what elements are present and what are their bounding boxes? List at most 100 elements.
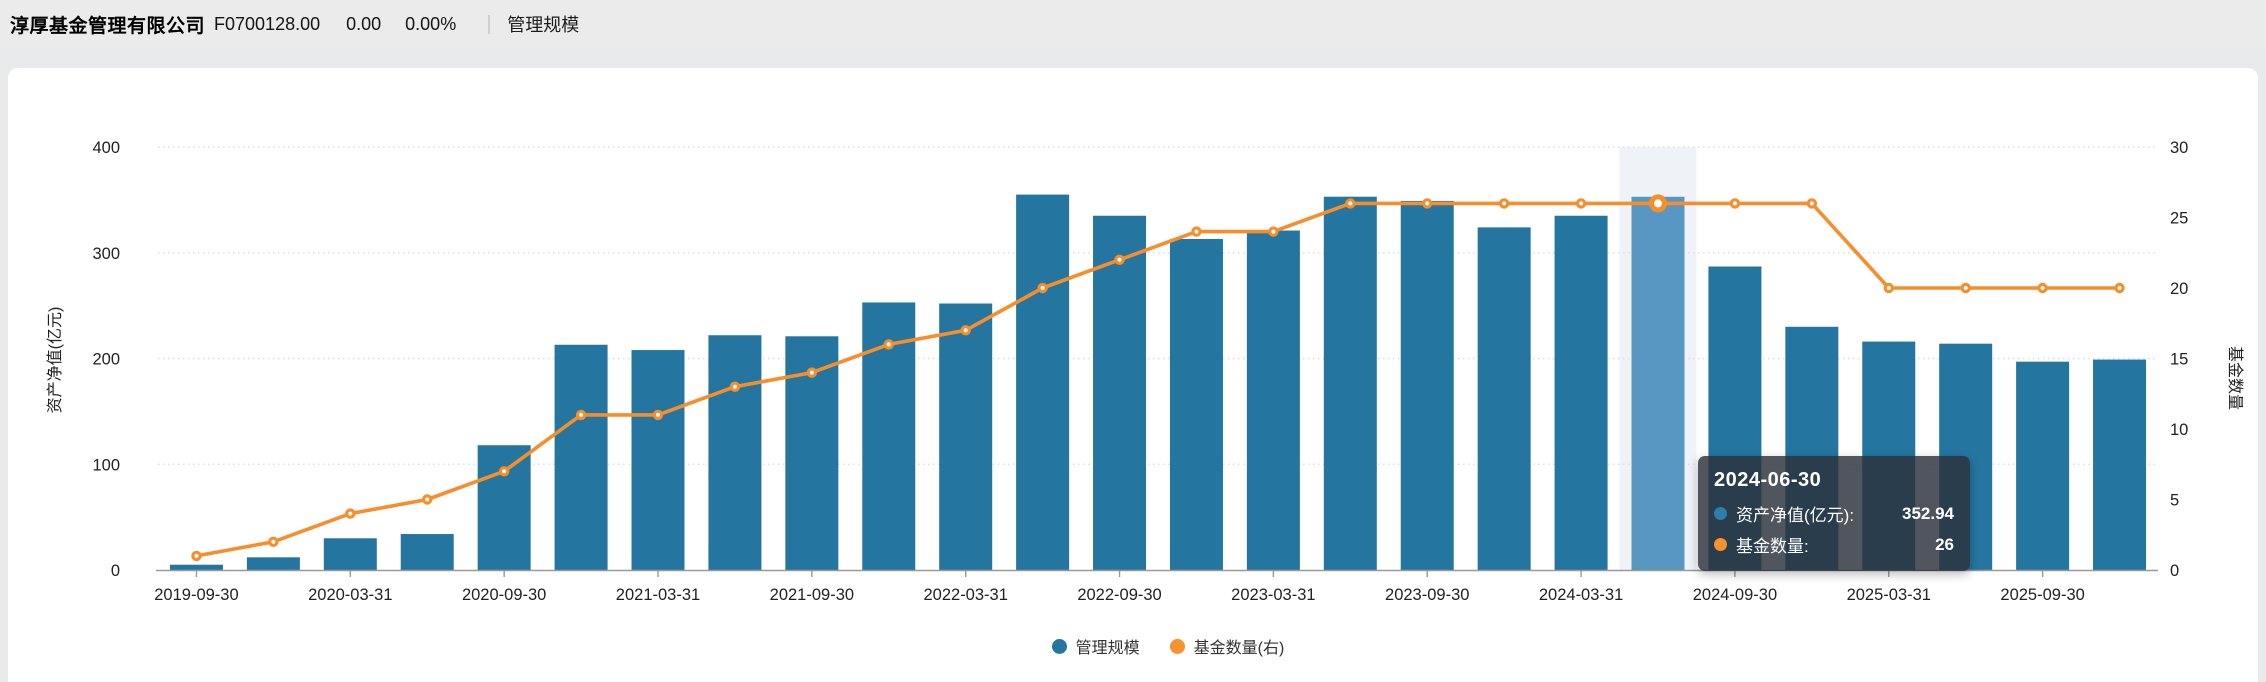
bar[interactable] [1554,215,1608,571]
bar[interactable] [1093,215,1147,571]
line-point[interactable] [498,466,510,477]
x-axis-label: 2024-03-31 [1539,586,1623,604]
tooltip-row: 资产净值(亿元): 352.94 [1714,501,1954,526]
x-axis-label: 2019-09-30 [154,586,238,604]
bar[interactable] [1246,230,1300,571]
chart-card: 0 100 200 300 400 0 5 10 15 20 25 30 2019-09-30 2020-… [8,68,2258,682]
bar[interactable] [1477,227,1531,570]
x-axis-label: 2023-03-31 [1231,586,1315,604]
tooltip-row-value: 26 [1935,534,1954,554]
tooltip-line-dot-icon [1714,538,1727,551]
bar[interactable] [708,335,762,570]
bar[interactable] [323,538,377,570]
left-axis-tick-label: 100 [92,456,120,474]
bar[interactable] [2093,359,2147,570]
right-axis-tick-label: 30 [2170,139,2188,157]
change-value: 0.00 [346,13,382,34]
legend-label: 基金数量(右) [1193,640,1285,657]
bar[interactable] [246,557,300,570]
header-divider [488,14,491,34]
right-axis-tick-label: 10 [2170,421,2188,439]
bar[interactable] [169,564,223,570]
bar[interactable] [631,350,685,570]
right-axis-tick-label: 15 [2170,351,2188,369]
x-axis-label: 2024-09-30 [1693,586,1777,604]
line-point[interactable] [1806,198,1818,209]
line-point[interactable] [1575,198,1587,209]
line-point[interactable] [883,339,894,350]
left-axis-tick-label: 0 [111,562,120,580]
right-axis-tick-label: 25 [2170,210,2188,228]
chart-tooltip: 2024-06-30 资产净值(亿元): 352.94 基金数量: 26 [1698,456,1970,571]
line-point[interactable] [1422,198,1433,209]
tooltip-row-label: 资产净值(亿元): [1736,506,1855,525]
bar[interactable] [939,303,993,570]
chart-legend: 管理规模 基金数量(右) [43,634,2266,658]
bar[interactable] [400,534,454,570]
tooltip-row: 基金数量: 26 [1714,532,1954,557]
bar-highlighted[interactable] [1631,196,1685,571]
line-point[interactable] [575,409,587,421]
line-point[interactable] [1345,198,1356,209]
bar[interactable] [554,344,608,570]
left-axis-title: 资产净值(亿元) [46,307,64,414]
line-point-hovered[interactable] [1649,194,1667,213]
x-axis-label: 2020-03-31 [308,586,392,604]
bar[interactable] [1400,200,1454,570]
x-axis-label: 2020-09-30 [462,586,546,604]
right-axis-tick-label: 5 [2170,492,2179,510]
page-header: 淳厚基金管理有限公司 F0700128.00 0.00 0.00% 管理规模 [0,0,2266,48]
line-point[interactable] [1191,226,1202,237]
legend-label: 管理规模 [1075,640,1140,657]
line-point[interactable] [1883,282,1894,294]
x-axis-label: 2025-09-30 [2000,586,2084,604]
line-point[interactable] [960,325,971,336]
legend-item-scale[interactable]: 管理规模 [1051,634,1140,658]
left-axis-tick-label: 400 [92,139,120,157]
tab-management-scale[interactable]: 管理规模 [507,15,580,35]
x-axis-label: 2021-09-30 [770,586,854,604]
line-point[interactable] [729,381,741,392]
company-name: 淳厚基金管理有限公司 [10,15,206,37]
legend-dot-line-icon [1169,638,1185,654]
bar[interactable] [1016,194,1070,570]
line-point[interactable] [2037,282,2048,294]
line-point[interactable] [1498,198,1510,209]
tooltip-row-value: 352.94 [1902,503,1954,523]
chart-canvas[interactable]: 0 100 200 300 400 0 5 10 15 20 25 30 2019-09-30 2020-… [8,68,2258,682]
tooltip-date: 2024-06-30 [1714,469,1822,491]
tooltip-row-label: 基金数量: [1736,537,1809,556]
x-axis-label: 2022-03-31 [923,586,1007,604]
left-axis-tick-label: 300 [92,245,120,263]
x-axis-label: 2021-03-31 [616,586,700,604]
x-axis-label: 2022-09-30 [1077,586,1161,604]
right-axis-tick-label: 0 [2170,562,2179,580]
line-point[interactable] [422,494,433,505]
line-point[interactable] [2114,282,2125,294]
line-point[interactable] [1037,282,1048,294]
line-point[interactable] [191,550,202,562]
x-axis-label: 2023-09-30 [1385,586,1469,604]
line-point[interactable] [1960,282,1971,294]
bar[interactable] [1323,196,1377,570]
right-axis-title: 基金数量 [2226,346,2244,410]
line-point[interactable] [652,409,664,421]
fund-code: F0700128.00 [214,13,321,34]
line-point[interactable] [806,367,818,378]
right-axis-tick-label: 20 [2170,280,2188,298]
line-point[interactable] [345,508,356,519]
legend-dot-bar-icon [1051,638,1067,654]
line-point[interactable] [1114,254,1125,265]
tooltip-bar-dot-icon [1714,507,1727,520]
line-series [194,201,2122,558]
line-point[interactable] [1729,198,1741,209]
change-percent: 0.00% [405,13,457,34]
line-point[interactable] [1268,226,1279,237]
legend-item-fund-count[interactable]: 基金数量(右) [1169,634,1285,658]
left-axis-tick-label: 200 [92,351,120,369]
line-point[interactable] [268,536,279,547]
bar[interactable] [1169,239,1223,570]
bar[interactable] [2016,361,2070,570]
bar[interactable] [477,445,531,570]
x-axis-label: 2025-03-31 [1847,586,1931,604]
